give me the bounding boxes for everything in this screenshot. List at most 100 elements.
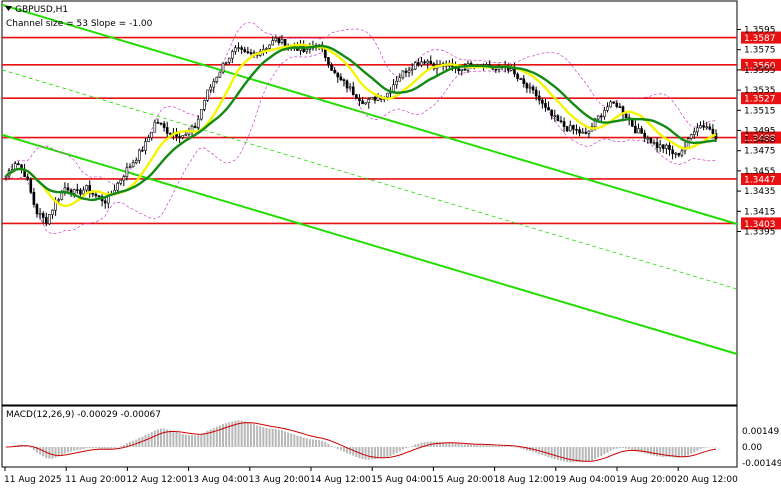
candle-body xyxy=(692,131,696,135)
candle xyxy=(240,45,243,55)
level-tag xyxy=(741,131,781,144)
macd-bar xyxy=(404,447,407,449)
candle xyxy=(413,61,417,71)
macd-bar xyxy=(395,447,398,453)
macd-bar xyxy=(522,447,525,450)
price-tick-label: 1.3395 xyxy=(744,228,776,238)
candle xyxy=(420,57,423,68)
candle-body xyxy=(699,125,702,129)
candle-body xyxy=(35,204,39,215)
candle xyxy=(665,143,668,155)
macd-bar xyxy=(674,447,677,458)
candle xyxy=(330,62,333,71)
macd-bar xyxy=(683,447,686,457)
candle xyxy=(578,126,581,137)
candle xyxy=(32,187,36,208)
candle-body xyxy=(76,189,79,191)
candle-body xyxy=(696,127,699,133)
candle-body xyxy=(606,106,609,111)
candle-body xyxy=(404,70,408,73)
candle xyxy=(609,100,612,108)
candle xyxy=(556,114,560,122)
candle xyxy=(525,82,529,93)
candle-body xyxy=(38,213,42,215)
macd-bar xyxy=(516,447,519,448)
candle xyxy=(57,197,61,203)
candle xyxy=(705,122,708,130)
macd-bar xyxy=(36,447,39,453)
candle xyxy=(224,61,228,66)
dropdown-arrow-icon[interactable] xyxy=(5,6,12,11)
candle-body xyxy=(510,68,513,71)
macd-bar xyxy=(668,447,671,458)
macd-bar xyxy=(497,445,500,447)
candle xyxy=(689,133,693,141)
candle-body xyxy=(138,149,141,161)
price-tick-label: 1.3575 xyxy=(744,46,776,56)
candle-body xyxy=(237,47,240,49)
candle-body xyxy=(169,133,172,135)
price-tick-label: 1.3535 xyxy=(744,86,776,96)
candle-body xyxy=(674,152,677,155)
time-tick-label: 19 Aug 20:00 xyxy=(616,475,677,485)
candle-body xyxy=(547,107,550,111)
candle xyxy=(572,124,575,135)
candle xyxy=(193,122,197,129)
candle xyxy=(131,159,135,168)
macd-bar xyxy=(501,445,504,447)
time-tick-label: 13 Aug 04:00 xyxy=(188,475,249,485)
macd-bar xyxy=(519,447,522,449)
candle xyxy=(358,94,361,107)
candle xyxy=(246,46,250,55)
candle xyxy=(147,134,150,143)
macd-bar xyxy=(119,446,122,447)
macd-bar xyxy=(237,420,240,447)
macd-bar xyxy=(454,443,457,447)
candle xyxy=(640,125,643,134)
candle-body xyxy=(708,126,712,130)
candle xyxy=(674,152,677,159)
candle-body xyxy=(305,49,309,52)
macd-bar xyxy=(42,447,45,457)
macd-bar xyxy=(206,430,209,447)
candle xyxy=(76,183,79,194)
candle xyxy=(231,49,234,64)
price-tick-label: 1.3495 xyxy=(744,127,776,137)
time-tick-label: 11 Aug 20:00 xyxy=(65,475,126,485)
macd-bar xyxy=(268,428,271,447)
candle-body xyxy=(578,129,581,134)
candle-body xyxy=(231,51,234,59)
candle xyxy=(677,152,681,158)
macd-bar xyxy=(197,435,200,447)
candle xyxy=(41,211,45,224)
candle xyxy=(100,194,104,207)
candle xyxy=(649,137,653,144)
candle-body xyxy=(156,122,160,124)
candle xyxy=(141,146,144,152)
macd-bar xyxy=(377,447,380,459)
candle-body xyxy=(711,128,715,134)
macd-bar xyxy=(222,424,225,447)
price-extra-label: 1.3488 xyxy=(744,136,776,146)
candle xyxy=(339,73,343,82)
candle-body xyxy=(131,162,135,167)
macd-bar xyxy=(110,447,113,449)
level-tag-label: 1.3447 xyxy=(744,175,776,185)
candle-body xyxy=(246,51,250,53)
candle-body xyxy=(215,76,219,82)
macd-bar xyxy=(246,422,249,447)
candle xyxy=(162,121,166,132)
candle xyxy=(119,179,123,186)
macd-bar xyxy=(203,432,206,447)
macd-bar xyxy=(342,447,345,452)
channel-lower-line xyxy=(1,133,738,355)
time-tick-label: 19 Aug 04:00 xyxy=(555,475,616,485)
macd-bar xyxy=(318,440,321,447)
macd-bar xyxy=(389,447,392,456)
price-tick-label: 1.3515 xyxy=(744,106,776,116)
candle xyxy=(35,203,39,218)
macd-bar xyxy=(510,446,513,447)
candle-body xyxy=(630,119,634,127)
macd-bar xyxy=(656,447,659,457)
